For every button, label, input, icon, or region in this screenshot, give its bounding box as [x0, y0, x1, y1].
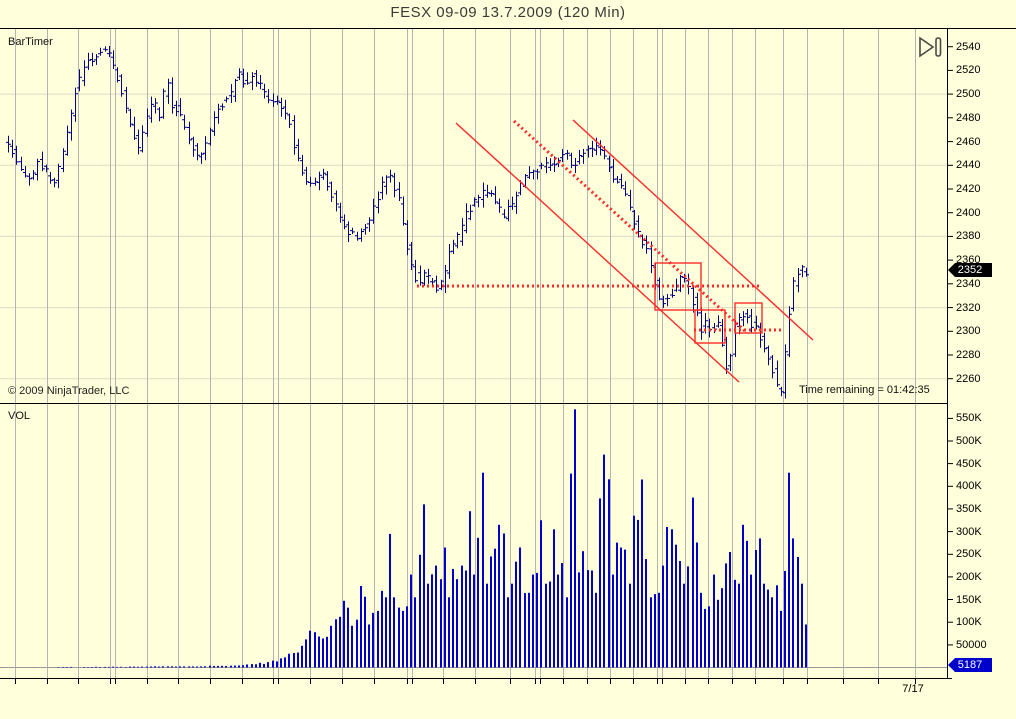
volume-tick-label: 250K [956, 548, 982, 561]
highlight-rectangle [734, 302, 763, 334]
trend-channel-line [455, 122, 740, 383]
copyright-text: © 2009 NinjaTrader, LLC [8, 385, 130, 397]
price-tick-label: 2520 [956, 64, 981, 77]
end-bar-icon [935, 37, 942, 57]
volume-tick-label: 150K [956, 593, 982, 606]
volume-tick-label: 550K [956, 412, 982, 425]
price-tick-label: 2380 [956, 230, 981, 243]
price-tick-label: 2400 [956, 206, 981, 219]
volume-tick-label: 50000 [956, 638, 987, 651]
price-tick-label: 2320 [956, 301, 981, 314]
volume-tick-label: 450K [956, 457, 982, 470]
price-tick-label: 2420 [956, 182, 981, 195]
price-tick-label: 2460 [956, 135, 981, 148]
go-to-last-bar-icon[interactable] [918, 36, 946, 60]
price-tick-label: 2280 [956, 348, 981, 361]
price-tick-label: 2480 [956, 111, 981, 124]
last-volume-badge: 5187 [948, 658, 992, 672]
price-tick-label: 2260 [956, 372, 981, 385]
volume-tick-label: 100K [956, 616, 982, 629]
volume-tick-label: 400K [956, 480, 982, 493]
volume-tick-label: 500K [956, 435, 982, 447]
last-price-badge: 2352 [948, 263, 992, 277]
volume-tick-label: 200K [956, 570, 982, 583]
chart-title: FESX 09-09 13.7.2009 (120 Min) [390, 4, 626, 21]
indicator-label-vol: VOL [8, 410, 31, 422]
highlight-rectangle [694, 309, 726, 344]
indicator-label-bartimer: BarTimer [8, 36, 53, 48]
play-triangle-icon [919, 36, 935, 58]
price-tick-label: 2440 [956, 159, 981, 172]
volume-tick-label: 350K [956, 502, 982, 515]
highlight-rectangle [654, 262, 702, 311]
bartimer-countdown-text: Time remaining = 01:42:35 [799, 384, 930, 396]
drawing-annotations[interactable] [417, 119, 814, 383]
trend-channel-line [572, 119, 814, 341]
time-axis-date-label: 7/17 [902, 683, 924, 695]
volume-bars [57, 409, 807, 668]
volume-tick-label: 300K [956, 525, 982, 538]
price-tick-label: 2500 [956, 88, 981, 101]
chart-frame [0, 28, 1016, 684]
price-tick-label: 2540 [956, 40, 981, 53]
dotted-trendline [512, 119, 747, 333]
price-tick-label: 2300 [956, 325, 981, 338]
ohlc-bars [6, 46, 809, 399]
price-tick-label: 2340 [956, 277, 981, 290]
